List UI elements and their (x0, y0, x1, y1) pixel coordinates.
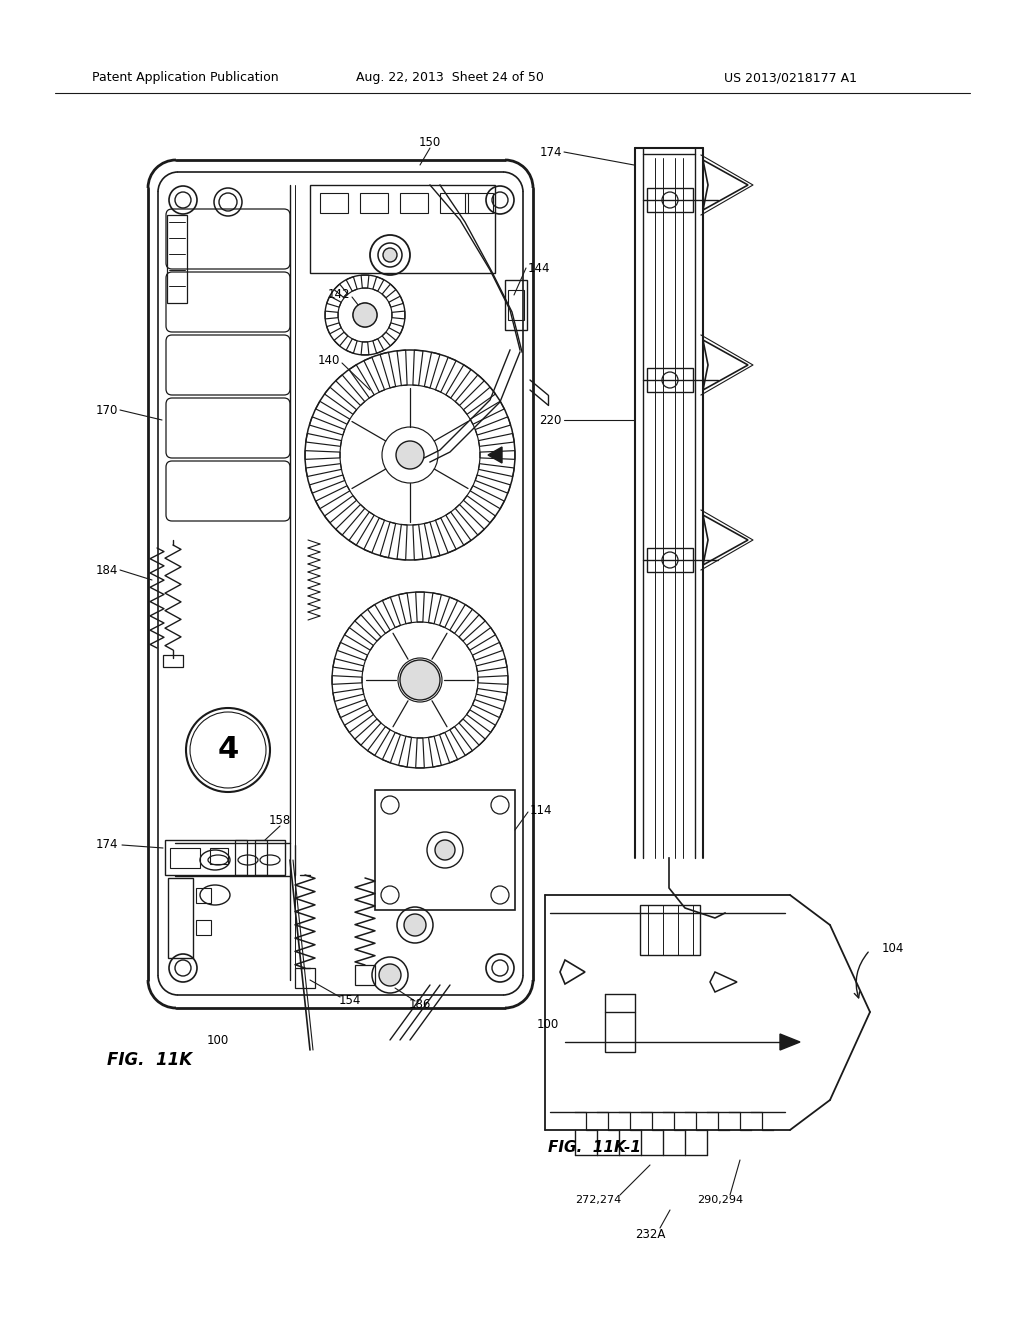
Bar (210, 847, 228, 865)
Bar (505, 280, 527, 330)
Text: FIG.  11K-1: FIG. 11K-1 (548, 1140, 641, 1155)
Bar (295, 968, 315, 987)
Polygon shape (488, 447, 502, 463)
Bar (605, 1012, 635, 1052)
Bar (255, 840, 267, 875)
Circle shape (353, 304, 377, 327)
Text: 100: 100 (207, 1034, 229, 1047)
Text: 154: 154 (339, 994, 361, 1006)
Text: 104: 104 (882, 941, 904, 954)
Bar (647, 368, 693, 392)
Text: Patent Application Publication: Patent Application Publication (92, 71, 279, 84)
Text: FIG.  11K: FIG. 11K (106, 1051, 193, 1069)
Bar (440, 193, 468, 213)
Bar (196, 920, 211, 935)
Text: 4: 4 (217, 735, 239, 764)
Text: 144: 144 (528, 261, 551, 275)
Text: 150: 150 (419, 136, 441, 149)
Circle shape (404, 913, 426, 936)
Text: US 2013/0218177 A1: US 2013/0218177 A1 (724, 71, 856, 84)
Text: Aug. 22, 2013  Sheet 24 of 50: Aug. 22, 2013 Sheet 24 of 50 (356, 71, 544, 84)
Text: 100: 100 (537, 1019, 559, 1031)
Bar (310, 185, 495, 273)
Bar (196, 888, 211, 903)
Circle shape (379, 964, 401, 986)
Bar (319, 193, 348, 213)
Circle shape (435, 840, 455, 861)
Circle shape (400, 660, 440, 700)
Bar (360, 193, 388, 213)
Text: 220: 220 (540, 413, 562, 426)
Bar (234, 840, 247, 875)
Text: 170: 170 (96, 404, 118, 417)
Text: 158: 158 (269, 813, 291, 826)
Text: 186: 186 (409, 998, 431, 1011)
Bar (163, 655, 183, 667)
Bar (355, 965, 375, 985)
Text: 184: 184 (96, 564, 118, 577)
Polygon shape (780, 1034, 800, 1049)
Text: 290,294: 290,294 (697, 1195, 743, 1205)
Bar (165, 840, 285, 875)
Bar (465, 193, 493, 213)
Text: 174: 174 (540, 145, 562, 158)
Bar (647, 548, 693, 572)
Bar (508, 290, 524, 319)
Bar (640, 906, 700, 954)
Text: 174: 174 (96, 838, 118, 851)
Bar (170, 847, 200, 869)
Circle shape (396, 441, 424, 469)
Text: 142: 142 (328, 289, 350, 301)
Text: 140: 140 (317, 354, 340, 367)
Circle shape (383, 248, 397, 261)
Bar (168, 878, 193, 958)
Text: 232A: 232A (635, 1229, 666, 1242)
Bar (167, 215, 187, 304)
Bar (400, 193, 428, 213)
Bar (647, 187, 693, 213)
Text: 272,274: 272,274 (574, 1195, 622, 1205)
Text: 114: 114 (530, 804, 553, 817)
Bar (375, 789, 515, 909)
